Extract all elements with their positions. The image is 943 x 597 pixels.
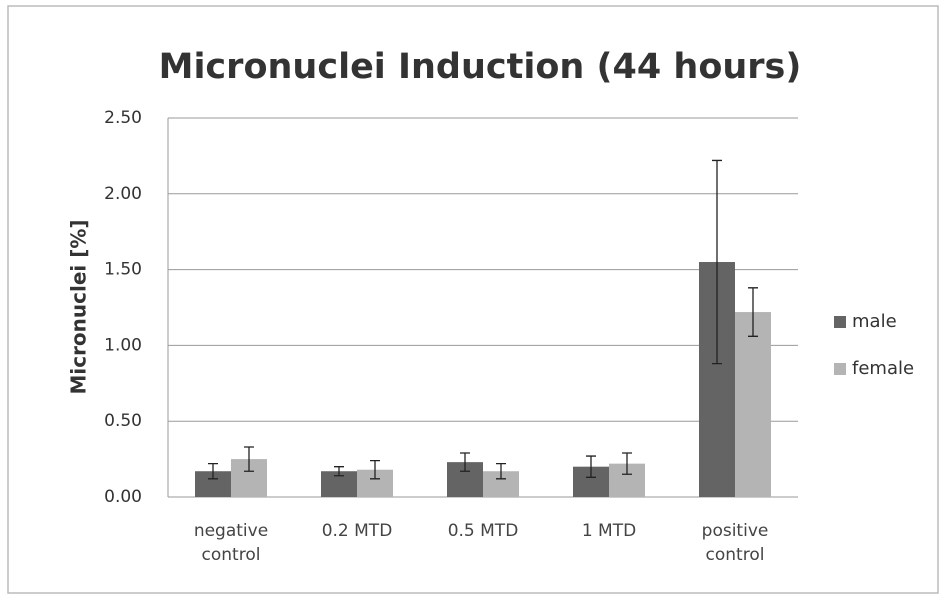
error-bar — [748, 287, 758, 337]
x-tick-label: negative control — [193, 521, 269, 565]
legend-swatch — [834, 316, 846, 328]
error-bar — [712, 159, 722, 365]
legend-swatch — [834, 363, 846, 375]
legend-label: male — [852, 311, 897, 332]
error-bar — [370, 459, 380, 480]
x-tick-label: 1 MTD — [581, 521, 637, 541]
chart-title: Micronuclei Induction (44 hours) — [159, 47, 802, 87]
y-tick-label: 0.00 — [104, 487, 142, 507]
x-tick-label: 0.5 MTD — [447, 521, 519, 541]
error-bar — [208, 462, 218, 480]
x-tick-label: 0.2 MTD — [321, 521, 393, 541]
y-tick-label: 1.00 — [104, 335, 142, 355]
y-tick-label: 2.50 — [104, 108, 142, 128]
error-bar — [244, 446, 254, 472]
y-tick-label: 0.50 — [104, 411, 142, 431]
error-bar — [334, 466, 344, 477]
bar — [735, 312, 771, 497]
error-bar — [460, 452, 470, 472]
error-bar — [622, 452, 632, 475]
chart-frame — [7, 5, 939, 594]
legend-label: female — [852, 358, 914, 379]
error-bar — [496, 462, 506, 480]
y-axis-label: Micronuclei [%] — [67, 219, 91, 394]
x-tick-label: positive control — [701, 521, 769, 565]
y-tick-label: 1.50 — [104, 260, 142, 280]
y-tick-label: 2.00 — [104, 184, 142, 204]
error-bar — [586, 455, 596, 478]
